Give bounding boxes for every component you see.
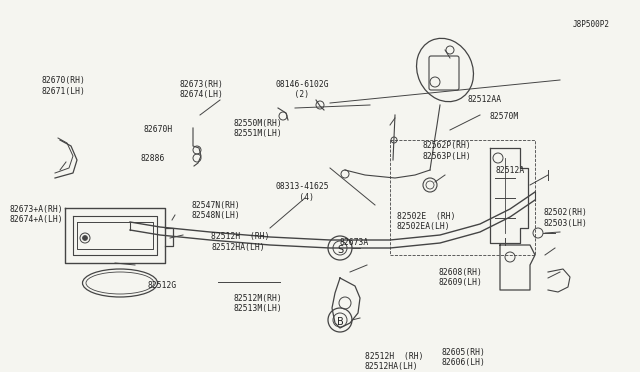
- Text: 82608(RH)
82609(LH): 82608(RH) 82609(LH): [438, 268, 483, 287]
- Text: 82512G: 82512G: [147, 281, 177, 290]
- Circle shape: [83, 235, 88, 241]
- Text: 82670H: 82670H: [144, 125, 173, 134]
- Text: B: B: [337, 317, 344, 327]
- Text: 82512H  (RH)
82512HA(LH): 82512H (RH) 82512HA(LH): [365, 352, 423, 371]
- Text: 82502E  (RH)
82502EA(LH): 82502E (RH) 82502EA(LH): [397, 212, 455, 231]
- Text: 82512A: 82512A: [496, 166, 525, 174]
- Text: 08146-6102G
    (2): 08146-6102G (2): [275, 80, 329, 99]
- Text: 08313-41625
     (4): 08313-41625 (4): [275, 182, 329, 202]
- Text: 82502(RH)
82503(LH): 82502(RH) 82503(LH): [544, 208, 588, 228]
- Text: 82550M(RH)
82551M(LH): 82550M(RH) 82551M(LH): [234, 119, 282, 138]
- Text: 82512M(RH)
82513M(LH): 82512M(RH) 82513M(LH): [234, 294, 282, 313]
- Text: 82673(RH)
82674(LH): 82673(RH) 82674(LH): [179, 80, 223, 99]
- Text: 82512H  (RH)
82512HA(LH): 82512H (RH) 82512HA(LH): [211, 232, 269, 252]
- Text: 82673+A(RH)
82674+A(LH): 82673+A(RH) 82674+A(LH): [10, 205, 63, 224]
- Text: 82547N(RH)
82548N(LH): 82547N(RH) 82548N(LH): [192, 201, 241, 220]
- Text: 82512AA: 82512AA: [467, 95, 501, 104]
- Text: 82605(RH)
82606(LH): 82605(RH) 82606(LH): [442, 348, 486, 367]
- Text: S: S: [337, 245, 343, 255]
- Text: 82570M: 82570M: [490, 112, 519, 121]
- Text: 82562P(RH)
82563P(LH): 82562P(RH) 82563P(LH): [422, 141, 471, 161]
- Text: 82886: 82886: [141, 154, 165, 163]
- Text: 82673A: 82673A: [339, 238, 369, 247]
- Text: J8P500P2: J8P500P2: [573, 20, 610, 29]
- Text: 82670(RH)
82671(LH): 82670(RH) 82671(LH): [42, 76, 86, 96]
